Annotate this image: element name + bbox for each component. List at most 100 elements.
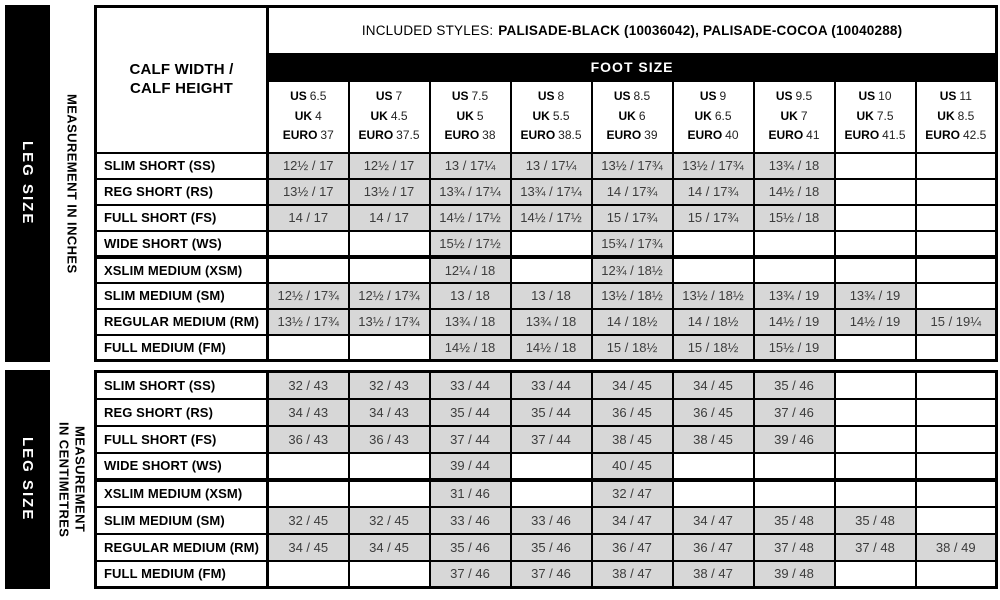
size-line-euro: EURO 39 (594, 126, 671, 146)
measurement-inches-label: MEASUREMENT IN INCHES (64, 93, 80, 274)
measurement-cell (833, 333, 917, 362)
measurement-cell: 13¾ / 18 (752, 151, 836, 180)
measurement-cell: 33 / 46 (509, 505, 593, 535)
calf-header-line2: CALF HEIGHT (129, 79, 234, 97)
size-system-label: US (613, 88, 631, 103)
measurement-cell: 31 / 46 (428, 478, 512, 508)
table-row: REG SHORT (RS) 34 / 43 34 / 43 35 / 44 35 / … (94, 397, 998, 427)
size-system-label: US (775, 88, 793, 103)
table-row: FULL MEDIUM (FM) 37 / 46 37 / 46 38 / 47 38 … (94, 559, 998, 589)
size-value: 7 (800, 108, 808, 123)
measurement-cell (914, 255, 998, 284)
measurement-cell (347, 255, 431, 284)
measurement-cell: 14½ / 18 (752, 177, 836, 206)
size-system-label: EURO (844, 128, 880, 143)
measurement-cell: 13¾ / 18 (509, 307, 593, 336)
measurement-cell (833, 229, 917, 259)
measurement-cell (509, 478, 593, 508)
measurement-cell: 15 / 17¾ (671, 203, 755, 232)
measurement-cell: 36 / 47 (671, 532, 755, 562)
measurement-cell: 34 / 43 (347, 397, 431, 427)
foot-size-header: FOOT SIZE (266, 52, 998, 82)
measurement-cell: 35 / 48 (833, 505, 917, 535)
inches-table: CALF WIDTH / CALF HEIGHT INCLUDED STYLES… (94, 5, 999, 362)
table-row: FULL SHORT (FS) 14 / 17 14 / 17 14½ / 17½ 14… (94, 203, 998, 232)
measurement-cell: 38 / 47 (671, 559, 755, 589)
measurement-cell: 37 / 44 (428, 424, 512, 454)
size-line-uk: UK 7.5 (837, 107, 914, 127)
included-styles-value: PALISADE-BLACK (10036042), PALISADE-COCO… (498, 22, 903, 38)
size-value: 9 (719, 88, 727, 103)
measurement-cell: 13½ / 17 (347, 177, 431, 206)
foot-size-row: FOOT SIZE (96, 52, 998, 82)
table-row: REGULAR MEDIUM (RM) 34 / 45 34 / 45 35 / 46… (94, 532, 998, 562)
measurement-cell: 13¾ / 17¼ (509, 177, 593, 206)
measurement-cell: 12½ / 17 (266, 151, 350, 180)
measurement-cell: 12½ / 17 (347, 151, 431, 180)
measurement-cell: 38 / 47 (590, 559, 674, 589)
size-system-label: US (699, 88, 717, 103)
measurement-cell (914, 424, 998, 454)
measurement-centimetres-column: MEASUREMENT IN CENTIMETRES (50, 370, 94, 589)
measurement-cell: 35 / 44 (428, 397, 512, 427)
size-value: 37.5 (396, 128, 420, 143)
size-line-euro: EURO 38 (432, 126, 509, 146)
row-label: FULL MEDIUM (FM) (94, 333, 269, 362)
size-line-euro: EURO 40 (675, 126, 752, 146)
foot-size-column-header: US 8.5 UK 6 EURO 39 (590, 79, 674, 154)
size-line-us: US 8 (513, 87, 590, 107)
measurement-cell: 36 / 45 (671, 397, 755, 427)
measurement-cell (509, 451, 593, 482)
measurement-cell (914, 397, 998, 427)
measurement-cell (833, 559, 917, 589)
row-label: FULL SHORT (FS) (94, 424, 269, 454)
measurement-cell: 15 / 17¾ (590, 203, 674, 232)
measurement-cell: 37 / 48 (833, 532, 917, 562)
measurement-cell (752, 478, 836, 508)
measurement-cell (671, 478, 755, 508)
measurement-cell: 13¾ / 19 (752, 281, 836, 310)
measurement-cell: 14 / 17 (347, 203, 431, 232)
size-system-label: UK (937, 108, 955, 123)
measurement-cell: 32 / 47 (590, 478, 674, 508)
measurement-cell (914, 281, 998, 310)
measurement-cell: 36 / 43 (347, 424, 431, 454)
measurement-cell: 36 / 43 (266, 424, 350, 454)
measurement-cell: 13¾ / 19 (833, 281, 917, 310)
measurement-cell: 13¾ / 18 (428, 307, 512, 336)
size-value: 5.5 (552, 108, 570, 123)
measurement-cell (509, 229, 593, 259)
measurement-cell: 15¾ / 17¾ (590, 229, 674, 259)
included-styles-row: CALF WIDTH / CALF HEIGHT INCLUDED STYLES… (94, 5, 998, 154)
measurement-cell (509, 255, 593, 284)
measurement-cell: 13½ / 17¾ (266, 307, 350, 336)
size-line-uk: UK 4.5 (351, 107, 428, 127)
measurement-cell (671, 451, 755, 482)
measurement-cell: 14½ / 18 (509, 333, 593, 362)
size-system-label: UK (532, 108, 550, 123)
measurement-cell: 34 / 47 (590, 505, 674, 535)
size-value: 38.5 (558, 128, 582, 143)
measurement-cell (914, 177, 998, 206)
size-system-label: US (451, 88, 469, 103)
measurement-cell: 35 / 46 (509, 532, 593, 562)
size-value: 6 (638, 108, 646, 123)
foot-size-column-header: US 10 UK 7.5 EURO 41.5 (833, 79, 917, 154)
measurement-cell: 36 / 45 (590, 397, 674, 427)
row-label: SLIM MEDIUM (SM) (94, 281, 269, 310)
measurement-cell (266, 255, 350, 284)
measurement-cell (914, 229, 998, 259)
measurement-cell: 33 / 44 (428, 370, 512, 400)
size-line-uk: UK 6.5 (675, 107, 752, 127)
size-value: 38 (482, 128, 496, 143)
size-line-us: US 6.5 (270, 87, 347, 107)
size-value: 8.5 (957, 108, 975, 123)
measurement-cell: 15 / 18½ (590, 333, 674, 362)
size-value: 10 (878, 88, 892, 103)
size-system-label: UK (694, 108, 712, 123)
size-system-label: UK (618, 108, 636, 123)
measurement-cell: 39 / 48 (752, 559, 836, 589)
size-line-us: US 11 (918, 87, 995, 107)
size-system-label: EURO (282, 128, 318, 143)
